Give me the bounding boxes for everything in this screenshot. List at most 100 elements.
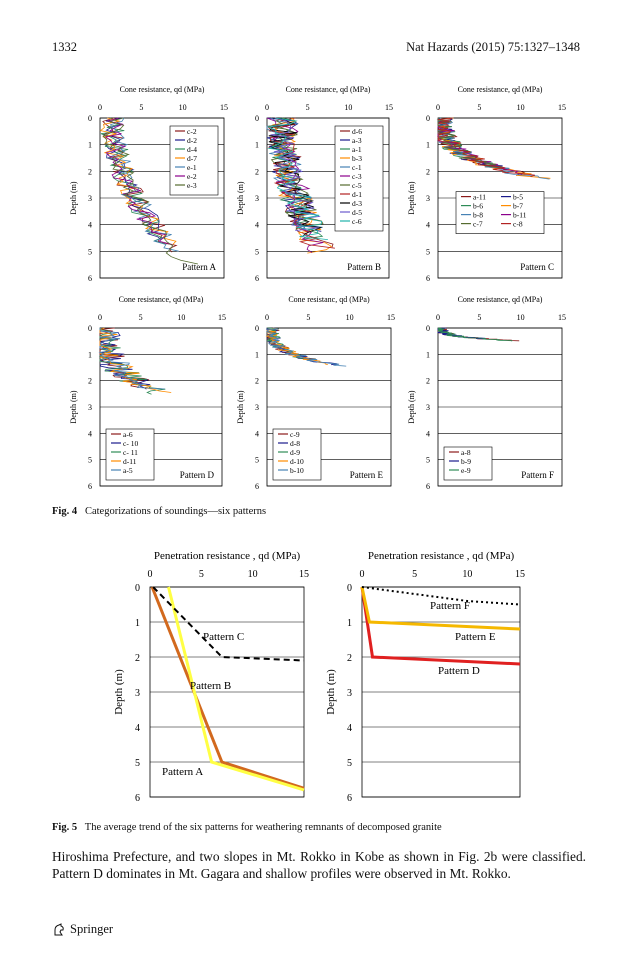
fig4-legend-label: c-2 bbox=[187, 127, 197, 136]
fig4-ylabel: Depth (m) bbox=[407, 390, 416, 423]
fig4-legend-label: b-7 bbox=[513, 202, 523, 211]
fig4-y-tick-label: 1 bbox=[88, 141, 92, 150]
figure-5-caption-text: The average trend of the six patterns fo… bbox=[84, 822, 442, 833]
fig4-sounding-trace bbox=[104, 117, 172, 245]
fig4-legend-label: b-6 bbox=[473, 202, 483, 211]
fig4-panel-xlabel: Cone resistance, qd (MPa) bbox=[458, 85, 543, 94]
fig4-y-tick-label: 3 bbox=[426, 194, 430, 203]
fig4-x-tick-label: 0 bbox=[436, 103, 440, 112]
fig4-y-tick-label: 6 bbox=[88, 482, 92, 491]
springer-horse-icon bbox=[54, 922, 64, 935]
fig5-ylabel: Depth (m) bbox=[113, 669, 125, 715]
fig4-y-tick-label: 3 bbox=[426, 403, 430, 412]
fig5-y-tick-label: 2 bbox=[347, 653, 352, 664]
fig4-y-tick-label: 5 bbox=[426, 247, 430, 256]
figure-4-caption-text: Categorizations of soundings—six pattern… bbox=[84, 506, 267, 517]
fig4-panel-xlabel: Cone resistance, qd (MPa) bbox=[120, 85, 205, 94]
fig4-legend-label: a-5 bbox=[123, 466, 133, 475]
fig4-legend-label: e-1 bbox=[187, 163, 197, 172]
fig4-x-tick-label: 15 bbox=[220, 103, 228, 112]
fig4-panel-4: Cone resistance, qd (MPa) 0 5 10 15 0 1 2 3 4 5 6 De… bbox=[69, 295, 226, 491]
fig4-x-tick-label: 10 bbox=[346, 313, 354, 322]
body-paragraph: Hiroshima Prefecture, and two slopes in … bbox=[52, 849, 586, 881]
fig4-y-tick-label: 5 bbox=[88, 456, 92, 465]
fig5-chart-title: Penetration resistance , qd (MPa) bbox=[368, 550, 515, 562]
fig4-x-tick-label: 15 bbox=[218, 313, 226, 322]
fig4-legend-label: c-3 bbox=[352, 172, 362, 181]
fig4-y-tick-label: 2 bbox=[255, 377, 259, 386]
fig4-panel-6: Cone resistance, qd (MPa) 0 5 10 15 0 1 2 3 4 5 6 De… bbox=[407, 295, 566, 491]
fig4-sounding-trace bbox=[437, 327, 513, 342]
fig4-legend-label: b-3 bbox=[352, 154, 362, 163]
fig4-plot-frame bbox=[266, 117, 390, 279]
page-number: 1332 bbox=[52, 40, 77, 54]
fig4-y-tick-label: 1 bbox=[426, 141, 430, 150]
fig4-legend-box bbox=[334, 125, 384, 232]
fig4-y-tick-label: 4 bbox=[426, 221, 430, 230]
fig4-sounding-trace bbox=[267, 117, 335, 249]
fig4-legend-label: a-8 bbox=[461, 448, 471, 457]
fig4-legend-label: c-5 bbox=[352, 181, 362, 190]
fig4-legend-label: a-11 bbox=[473, 193, 486, 202]
journal-citation: Nat Hazards (2015) 75:1327–1348 bbox=[406, 40, 580, 54]
fig5-x-tick-label: 5 bbox=[199, 569, 204, 580]
fig4-plot-frame bbox=[266, 327, 392, 487]
fig4-y-tick-label: 0 bbox=[88, 114, 92, 123]
fig4-x-tick-label: 0 bbox=[98, 103, 102, 112]
fig4-y-tick-label: 5 bbox=[255, 247, 259, 256]
fig4-y-tick-label: 0 bbox=[88, 324, 92, 333]
fig4-y-tick-label: 2 bbox=[88, 167, 92, 176]
fig4-sounding-trace bbox=[99, 327, 172, 393]
fig4-legend-label: d-3 bbox=[352, 199, 362, 208]
fig4-x-tick-label: 5 bbox=[139, 313, 143, 322]
fig4-legend-label: a-6 bbox=[123, 430, 133, 439]
fig4-x-tick-label: 10 bbox=[177, 313, 185, 322]
fig4-y-tick-label: 0 bbox=[426, 324, 430, 333]
fig4-legend-label: d-11 bbox=[123, 457, 137, 466]
fig4-y-tick-label: 5 bbox=[88, 247, 92, 256]
figure-5-caption-label: Fig. 5 bbox=[52, 822, 78, 833]
fig5-chart-2: Penetration resistance , qd (MPa)0 5 10 150… bbox=[325, 550, 525, 804]
fig5-x-tick-label: 0 bbox=[148, 569, 153, 580]
fig4-x-tick-label: 15 bbox=[385, 103, 393, 112]
figure-5-caption: Fig. 5 The average trend of the six patt… bbox=[52, 822, 442, 833]
fig4-legend-label: d-7 bbox=[187, 154, 197, 163]
fig4-x-tick-label: 15 bbox=[558, 313, 566, 322]
fig5-y-tick-label: 6 bbox=[347, 793, 352, 804]
fig4-x-tick-label: 5 bbox=[477, 103, 481, 112]
fig4-x-tick-label: 0 bbox=[265, 313, 269, 322]
fig4-pattern-label: Pattern B bbox=[347, 262, 381, 272]
fig4-y-tick-label: 2 bbox=[426, 377, 430, 386]
fig4-legend-label: a-3 bbox=[352, 136, 362, 145]
fig5-series-label: Pattern B bbox=[190, 680, 231, 692]
fig4-legend-label: a-1 bbox=[352, 145, 362, 154]
figure-4-caption-label: Fig. 4 bbox=[52, 506, 78, 517]
fig4-pattern-label: Pattern C bbox=[520, 262, 554, 272]
fig4-sounding-trace bbox=[266, 327, 316, 361]
fig4-x-tick-label: 5 bbox=[306, 313, 310, 322]
fig4-y-tick-label: 0 bbox=[255, 114, 259, 123]
fig4-y-tick-label: 2 bbox=[255, 167, 259, 176]
figure-4-caption: Fig. 4 Categorizations of soundings—six … bbox=[52, 506, 266, 517]
fig4-x-tick-label: 5 bbox=[306, 103, 310, 112]
fig5-y-tick-label: 1 bbox=[347, 618, 352, 629]
fig4-y-tick-label: 6 bbox=[255, 274, 259, 283]
fig5-x-tick-label: 0 bbox=[360, 569, 365, 580]
fig4-legend-label: e-3 bbox=[187, 181, 197, 190]
fig4-panel-2: Cone resistance, qd (MPa) 0 5 10 15 0 1 2 3 4 5 6 De… bbox=[236, 85, 393, 283]
fig4-legend-label: d-5 bbox=[352, 208, 362, 217]
fig4-x-tick-label: 15 bbox=[558, 103, 566, 112]
fig4-legend-label: c-9 bbox=[290, 430, 300, 439]
fig5-y-tick-label: 2 bbox=[135, 653, 140, 664]
fig4-legend-label: b-10 bbox=[290, 466, 304, 475]
fig4-legend-box bbox=[272, 428, 322, 481]
fig4-panel-xlabel: Cone resistance, qd (MPa) bbox=[458, 295, 543, 304]
fig4-x-tick-label: 10 bbox=[179, 103, 187, 112]
fig4-ylabel: Depth (m) bbox=[236, 181, 245, 214]
fig4-panel-3: Cone resistance, qd (MPa) 0 5 10 15 0 1 2 3 4 5 6 De… bbox=[407, 85, 566, 283]
fig4-y-tick-label: 4 bbox=[426, 429, 430, 438]
fig5-x-tick-label: 5 bbox=[412, 569, 417, 580]
fig4-y-tick-label: 1 bbox=[255, 350, 259, 359]
fig5-series-label: Pattern C bbox=[203, 631, 244, 643]
publisher-name: Springer bbox=[70, 922, 114, 936]
